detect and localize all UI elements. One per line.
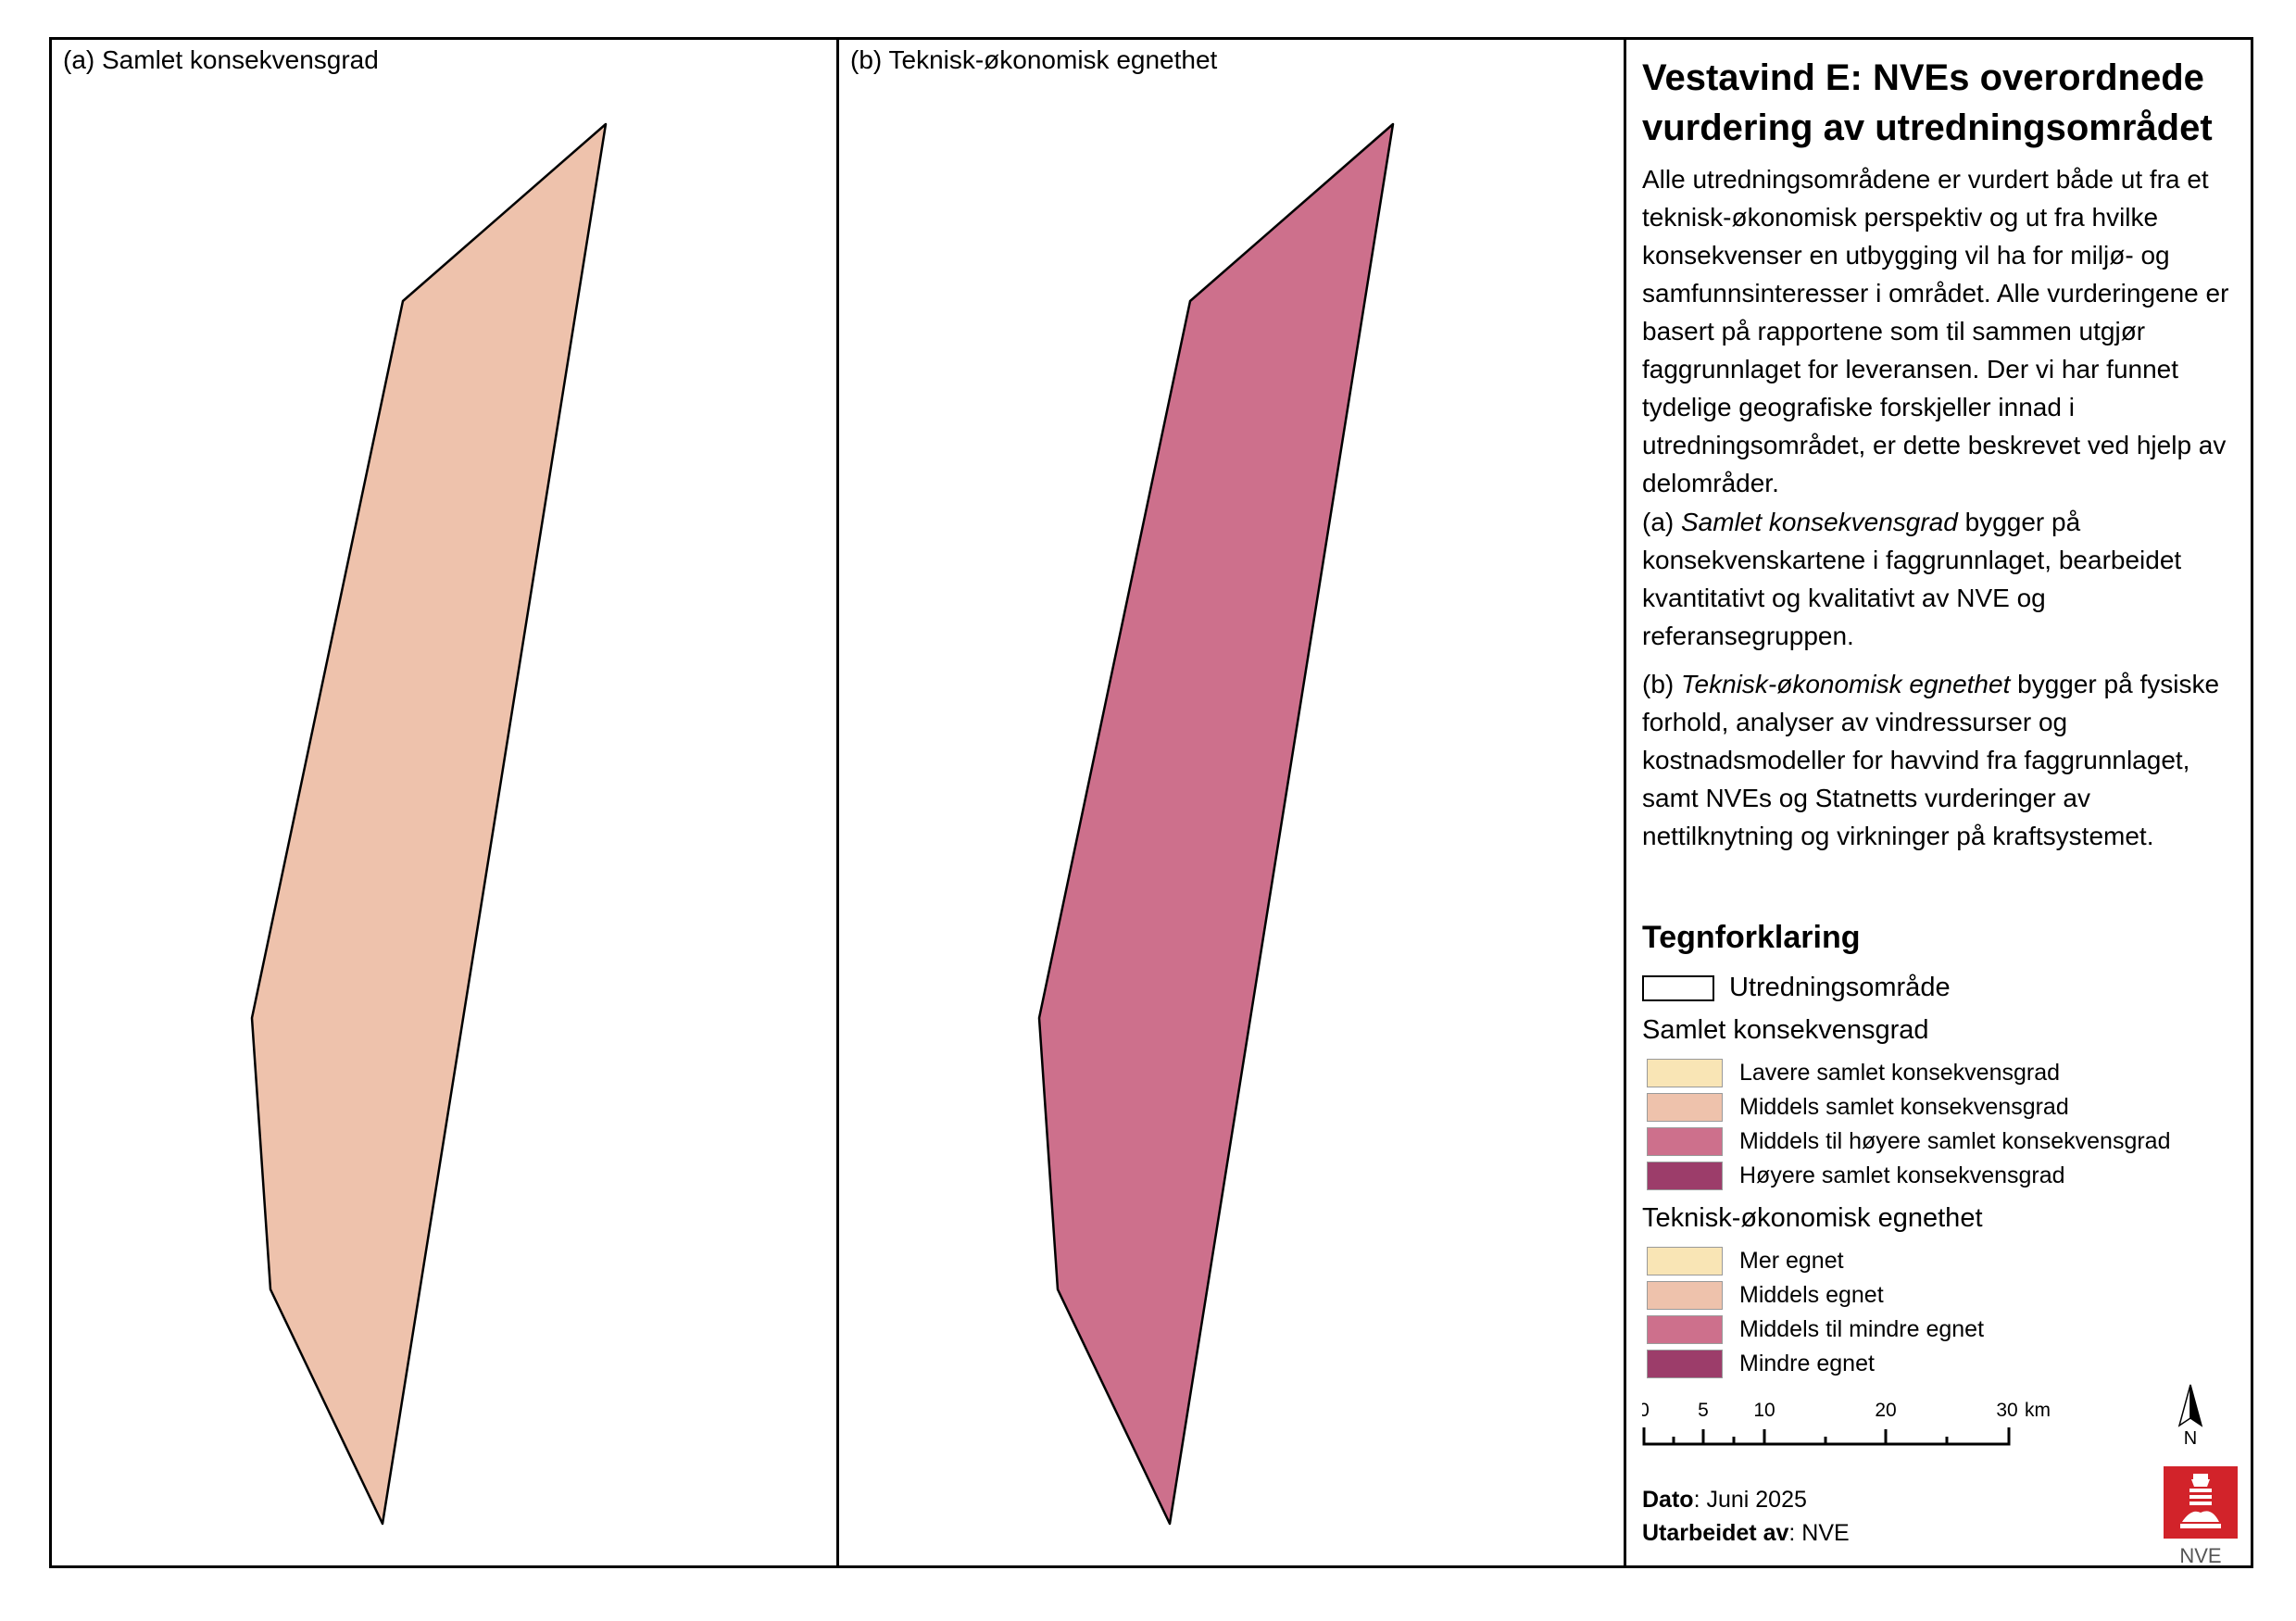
legend-swatch	[1647, 1059, 1723, 1087]
north-arrow-icon: N	[2177, 1384, 2203, 1448]
author-label: Utarbeidet av	[1642, 1520, 1789, 1546]
legend-item: Middels til høyere samlet konsekvensgrad	[1647, 1125, 2170, 1159]
legend-item-label: Høyere samlet konsekvensgrad	[1739, 1162, 2065, 1188]
author-value: : NVE	[1788, 1520, 1850, 1546]
lion-emblem-icon	[2180, 1474, 2221, 1528]
legend-item-label: Mer egnet	[1739, 1248, 1844, 1274]
study-area-label: Utredningsområde	[1729, 973, 1951, 1002]
info-title: Vestavind E: NVEs overordnede vurdering …	[1642, 57, 2213, 148]
map-layout-frame: (a) Samlet konsekvensgrad (b) Teknisk-øk…	[49, 37, 2253, 1568]
legend-item-label: Mindre egnet	[1739, 1351, 1875, 1376]
legend-item: Høyere samlet konsekvensgrad	[1647, 1159, 2170, 1193]
legend-swatch	[1647, 1247, 1723, 1275]
date-label: Dato	[1642, 1487, 1694, 1513]
legend-item: Mindre egnet	[1647, 1347, 1984, 1381]
para3-italic: Teknisk-økonomisk egnethet	[1681, 670, 2011, 698]
scale-ticks	[1642, 1427, 2011, 1446]
legend-item: Middels egnet	[1647, 1278, 1984, 1313]
legend-group2-items: Mer egnet Middels egnet Middels til mind…	[1647, 1244, 1984, 1381]
legend-study-area: Utredningsområde	[1642, 973, 1951, 1003]
scale-label-0: 0	[1642, 1400, 1650, 1421]
legend-swatch	[1647, 1093, 1723, 1122]
legend-item-label: Middels til høyere samlet konsekvensgrad	[1739, 1128, 2171, 1154]
para2-rest: bygger på konsekvenskartene i faggrunnla…	[1642, 508, 2182, 650]
map-b-canvas	[1037, 122, 1395, 1526]
legend-swatch	[1647, 1350, 1723, 1378]
legend-item-label: Middels egnet	[1739, 1282, 1884, 1308]
footer-info: Dato: Juni 2025 Utarbeidet av: NVE	[1642, 1483, 1850, 1550]
map-panel-b: (b) Teknisk-økonomisk egnethet	[839, 40, 1626, 1565]
legend-group1-title: Samlet konsekvensgrad	[1642, 1015, 1929, 1045]
map-panel-a: (a) Samlet konsekvensgrad	[52, 40, 839, 1565]
legend-item: Middels samlet konsekvensgrad	[1647, 1090, 2170, 1125]
scale-label-5: 5	[1698, 1400, 1709, 1421]
scale-bar: 0 5 10 20 30 km	[1642, 1400, 2051, 1446]
author-line: Utarbeidet av: NVE	[1642, 1516, 1850, 1550]
para2-prefix: (a)	[1642, 508, 1681, 536]
legend-item-label: Middels samlet konsekvensgrad	[1739, 1094, 2069, 1120]
legend-group2-title: Teknisk-økonomisk egnethet	[1642, 1203, 1983, 1233]
study-area-polygon-b[interactable]	[1037, 122, 1395, 1526]
para2-italic: Samlet konsekvensgrad	[1681, 508, 1958, 536]
legend-title: Tegnforklaring	[1642, 920, 1861, 955]
legend-item-label: Middels til mindre egnet	[1739, 1316, 1985, 1342]
para3-rest: bygger på fysiske forhold, analyser av v…	[1642, 670, 2220, 850]
logo-text: NVE	[2179, 1544, 2221, 1567]
info-paragraph-1: Alle utredningsområdene er vurdert både …	[1642, 165, 2229, 497]
legend-item-label: Lavere samlet konsekvensgrad	[1739, 1060, 2061, 1086]
date-line: Dato: Juni 2025	[1642, 1483, 1850, 1516]
legend-item: Lavere samlet konsekvensgrad	[1647, 1056, 2170, 1090]
info-paragraph-3: (b) Teknisk-økonomisk egnethet bygger på…	[1642, 665, 2235, 855]
legend-swatch	[1647, 1127, 1723, 1156]
info-paragraph-2: (a) Samlet konsekvensgrad bygger på kons…	[1642, 503, 2235, 655]
nve-logo: NVE	[2164, 1466, 2238, 1567]
legend-item: Middels til mindre egnet	[1647, 1313, 1984, 1347]
scale-label-10: 10	[1753, 1400, 1775, 1421]
scale-label-20: 20	[1875, 1400, 1896, 1421]
legend-swatch	[1647, 1315, 1723, 1344]
north-label: N	[2184, 1428, 2197, 1448]
legend-group1-items: Lavere samlet konsekvensgrad Middels sam…	[1647, 1056, 2170, 1193]
para3-prefix: (b)	[1642, 670, 1681, 698]
map-a-canvas	[250, 122, 608, 1526]
legend-swatch	[1647, 1162, 1723, 1190]
legend-swatch	[1647, 1281, 1723, 1310]
study-area-polygon-a[interactable]	[250, 122, 608, 1526]
date-value: : Juni 2025	[1693, 1487, 1807, 1513]
legend-item: Mer egnet	[1647, 1244, 1984, 1278]
panel-a-title: (a) Samlet konsekvensgrad	[63, 45, 379, 74]
panel-b-title: (b) Teknisk-økonomisk egnethet	[850, 45, 1218, 74]
scale-label-30: 30	[1996, 1400, 2017, 1421]
info-panel: Vestavind E: NVEs overordnede vurdering …	[1626, 40, 2251, 1567]
scale-unit: km	[2025, 1400, 2051, 1421]
study-area-swatch	[1642, 975, 1714, 1002]
